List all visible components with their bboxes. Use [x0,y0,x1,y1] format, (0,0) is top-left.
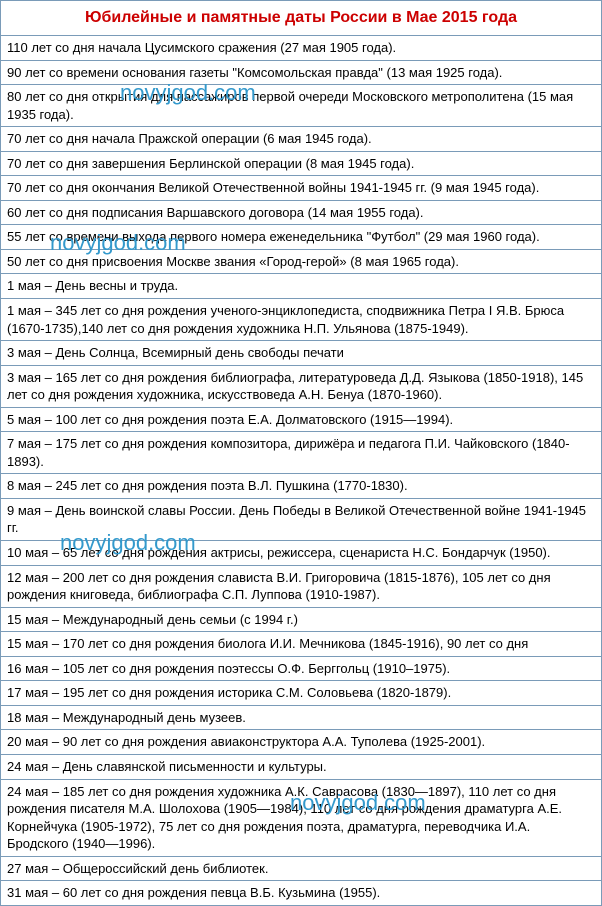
table-row: 3 мая – 165 лет со дня рождения библиогр… [1,366,601,408]
table-row: 1 мая – День весны и труда. [1,274,601,299]
table-row: 10 мая – 65 лет со дня рождения актрисы,… [1,541,601,566]
rows-container: 110 лет со дня начала Цусимского сражени… [1,36,601,905]
table-row: 60 лет со дня подписания Варшавского дог… [1,201,601,226]
table-row: 5 мая – 100 лет со дня рождения поэта Е.… [1,408,601,433]
table-row: 70 лет со дня завершения Берлинской опер… [1,152,601,177]
table-row: 50 лет со дня присвоения Москве звания «… [1,250,601,275]
table-row: 17 мая – 195 лет со дня рождения историк… [1,681,601,706]
table-row: 15 мая – 170 лет со дня рождения биолога… [1,632,601,657]
table-row: 27 мая – Общероссийский день библиотек. [1,857,601,882]
table-row: 7 мая – 175 лет со дня рождения композит… [1,432,601,474]
table-row: 55 лет со времени выхода первого номера … [1,225,601,250]
table-row: 110 лет со дня начала Цусимского сражени… [1,36,601,61]
table-row: 3 мая – День Солнца, Всемирный день своб… [1,341,601,366]
table-row: 8 мая – 245 лет со дня рождения поэта В.… [1,474,601,499]
table-row: 90 лет со времени основания газеты "Комс… [1,61,601,86]
table-row: 12 мая – 200 лет со дня рождения славист… [1,566,601,608]
table-row: 24 мая – 185 лет со дня рождения художни… [1,780,601,857]
table-row: 80 лет со дня открытия для пассажиров пе… [1,85,601,127]
table-row: 18 мая – Международный день музеев. [1,706,601,731]
page-title: Юбилейные и памятные даты России в Мае 2… [1,1,601,36]
table-row: 16 мая – 105 лет со дня рождения поэтесс… [1,657,601,682]
table-row: 20 мая – 90 лет со дня рождения авиаконс… [1,730,601,755]
table-row: 70 лет со дня окончания Великой Отечеств… [1,176,601,201]
table-row: 15 мая – Международный день семьи (с 199… [1,608,601,633]
table-row: 1 мая – 345 лет со дня рождения ученого-… [1,299,601,341]
table-row: 70 лет со дня начала Пражской операции (… [1,127,601,152]
table-row: 24 мая – День славянской письменности и … [1,755,601,780]
table-container: Юбилейные и памятные даты России в Мае 2… [0,0,602,906]
table-row: 31 мая – 60 лет со дня рождения певца В.… [1,881,601,905]
table-row: 9 мая – День воинской славы России. День… [1,499,601,541]
